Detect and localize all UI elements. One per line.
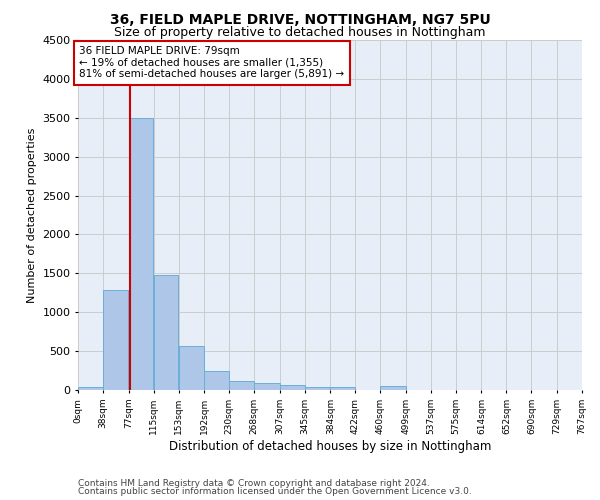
Bar	[179, 346, 204, 390]
X-axis label: Distribution of detached houses by size in Nottingham: Distribution of detached houses by size …	[169, 440, 491, 452]
Bar	[103, 290, 128, 390]
Bar	[254, 384, 280, 390]
Bar	[229, 381, 254, 390]
Bar	[331, 388, 355, 390]
Text: Contains public sector information licensed under the Open Government Licence v3: Contains public sector information licen…	[78, 487, 472, 496]
Text: 36 FIELD MAPLE DRIVE: 79sqm
← 19% of detached houses are smaller (1,355)
81% of : 36 FIELD MAPLE DRIVE: 79sqm ← 19% of det…	[79, 46, 344, 80]
Bar	[78, 387, 103, 390]
Bar	[380, 386, 406, 390]
Bar	[129, 118, 154, 390]
Text: Contains HM Land Registry data © Crown copyright and database right 2024.: Contains HM Land Registry data © Crown c…	[78, 478, 430, 488]
Y-axis label: Number of detached properties: Number of detached properties	[26, 128, 37, 302]
Bar	[305, 386, 330, 390]
Text: Size of property relative to detached houses in Nottingham: Size of property relative to detached ho…	[114, 26, 486, 39]
Bar	[154, 275, 178, 390]
Bar	[205, 372, 229, 390]
Bar	[280, 386, 305, 390]
Text: 36, FIELD MAPLE DRIVE, NOTTINGHAM, NG7 5PU: 36, FIELD MAPLE DRIVE, NOTTINGHAM, NG7 5…	[110, 12, 490, 26]
